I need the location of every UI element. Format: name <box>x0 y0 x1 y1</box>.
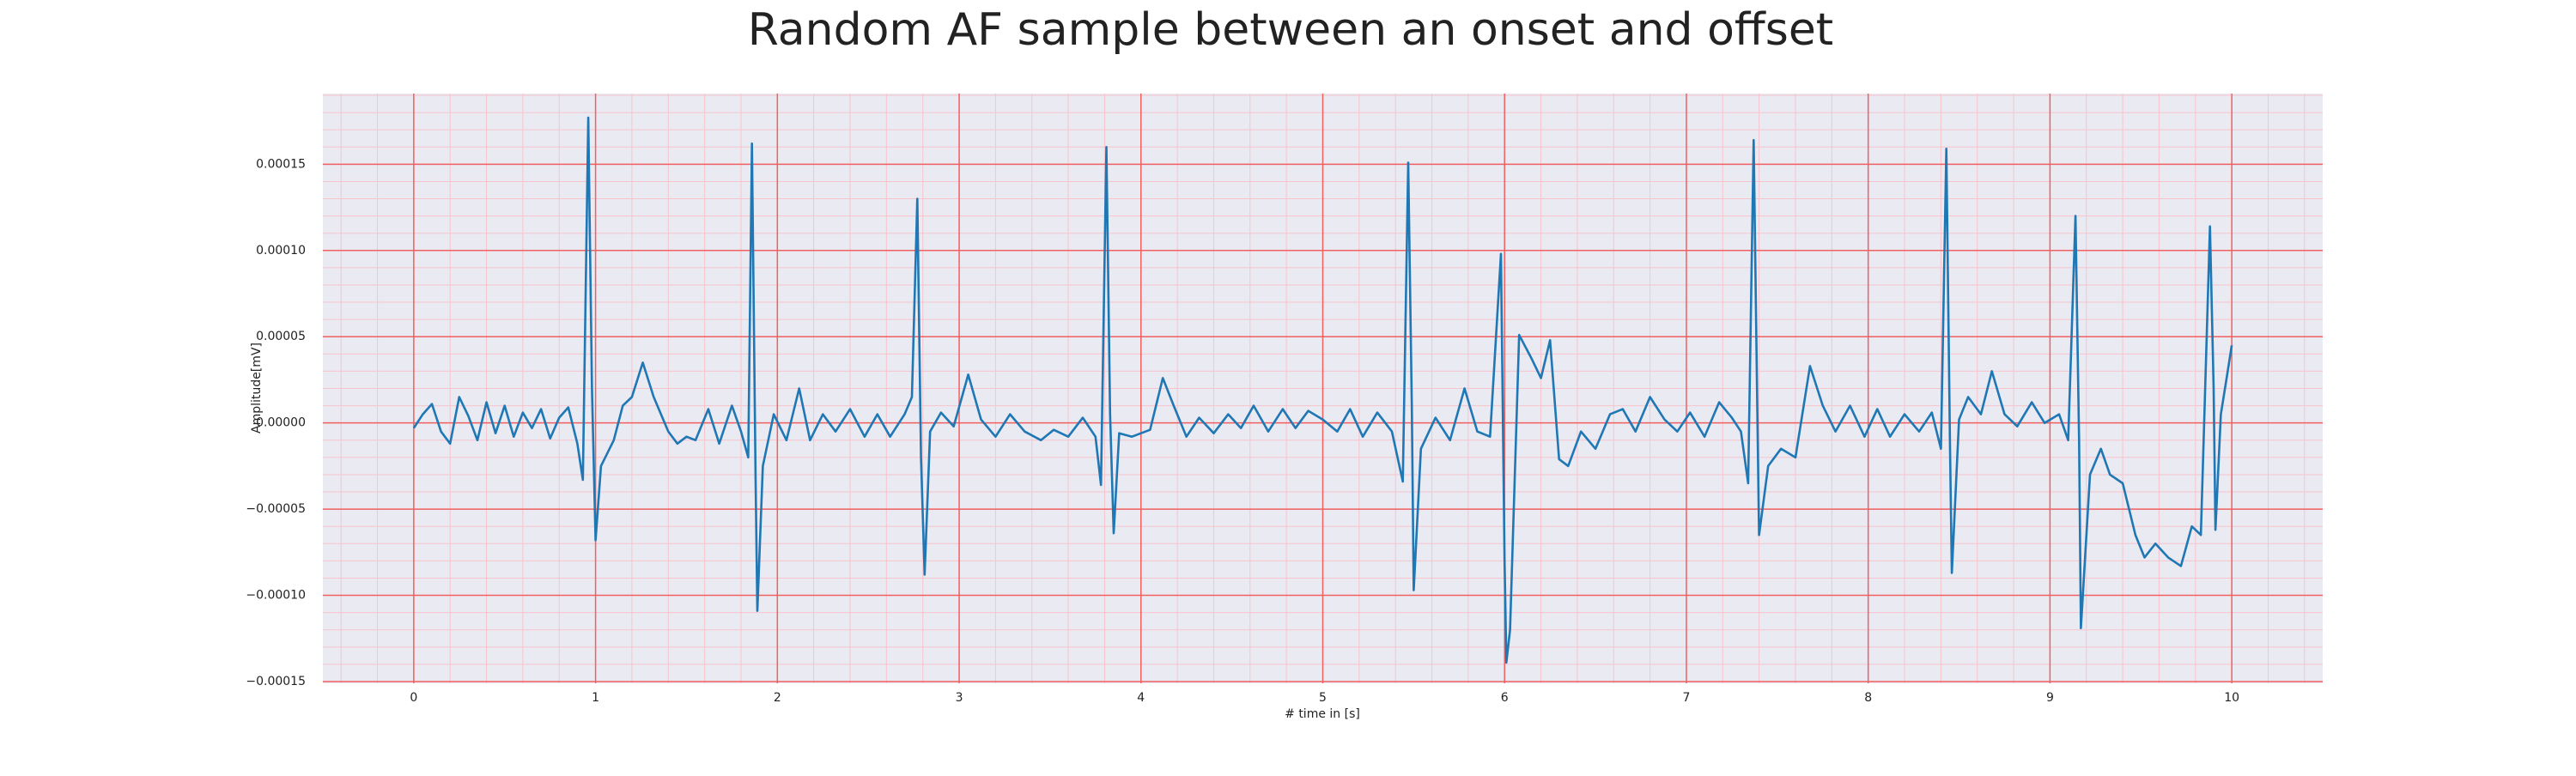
chart-title: Random AF sample between an onset and of… <box>748 4 1833 56</box>
x-tick-label: 2 <box>774 691 781 705</box>
x-tick-label: 4 <box>1137 691 1145 705</box>
y-axis-label: Amplitude[mV] <box>250 343 264 433</box>
y-tick-label: 0.00010 <box>256 244 306 258</box>
x-tick-label: 8 <box>1864 691 1872 705</box>
x-tick-label: 6 <box>1501 691 1509 705</box>
y-tick-label: 0.00015 <box>256 157 306 171</box>
x-tick-label: 10 <box>2224 691 2239 705</box>
ecg-line <box>412 116 2233 664</box>
x-tick-label: 3 <box>956 691 963 705</box>
y-tick-label: 0.00000 <box>256 416 306 430</box>
x-axis-label: # time in [s] <box>1285 707 1360 721</box>
x-tick-label: 5 <box>1319 691 1327 705</box>
y-tick-label: −0.00010 <box>246 589 306 603</box>
x-tick-label: 7 <box>1682 691 1690 705</box>
y-tick-label: −0.00015 <box>246 675 306 688</box>
y-tick-label: 0.00005 <box>256 330 306 343</box>
x-tick-label: 0 <box>410 691 417 705</box>
x-tick-label: 1 <box>592 691 599 705</box>
y-tick-label: −0.00005 <box>246 502 306 516</box>
x-tick-label: 9 <box>2046 691 2054 705</box>
